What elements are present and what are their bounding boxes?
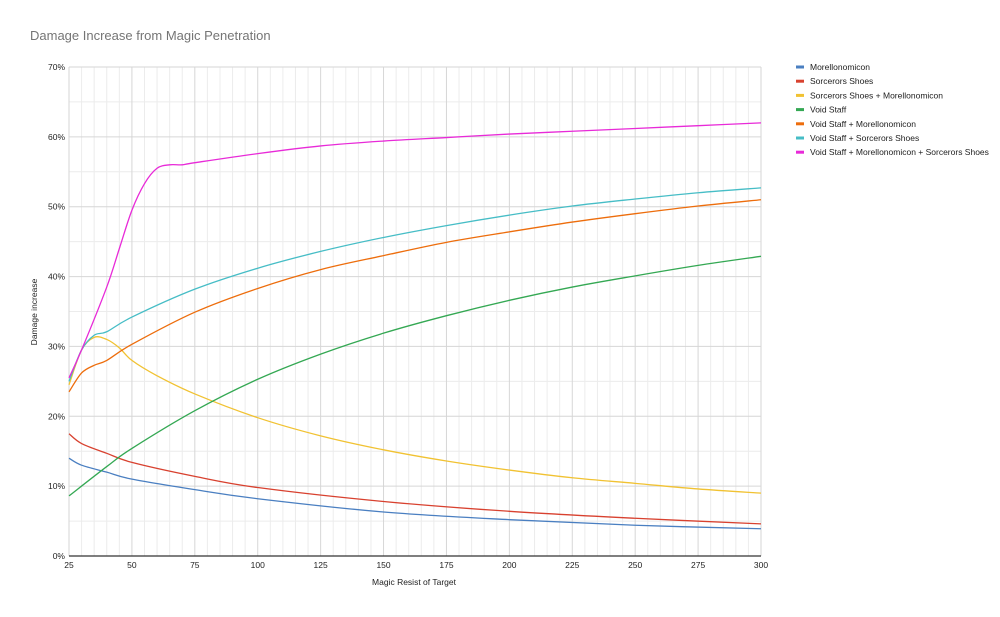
x-tick-label: 150 bbox=[376, 560, 390, 570]
series-line-void-staff-morellonomicon bbox=[68, 199, 762, 393]
legend-swatch-void-staff-morellonomicon-sorcerors-shoes bbox=[796, 150, 804, 154]
x-tick-label: 25 bbox=[64, 560, 74, 570]
series-line-void-staff-morellonomicon-sorcerors-shoes bbox=[68, 122, 762, 379]
y-tick-label: 50% bbox=[48, 202, 65, 212]
legend-swatch-sorcerors-shoes-morellonomicon bbox=[796, 93, 804, 97]
x-tick-label: 225 bbox=[565, 560, 579, 570]
legend-label-void-staff-morellonomicon: Void Staff + Morellonomicon bbox=[810, 119, 916, 129]
x-tick-label: 300 bbox=[754, 560, 768, 570]
legend-label-void-staff-sorcerors-shoes: Void Staff + Sorcerors Shoes bbox=[810, 133, 919, 143]
y-tick-label: 20% bbox=[48, 411, 65, 421]
x-tick-label: 50 bbox=[127, 560, 137, 570]
series-line-sorcerors-shoes-morellonomicon bbox=[68, 336, 762, 494]
x-tick-label: 75 bbox=[190, 560, 200, 570]
x-tick-label: 125 bbox=[314, 560, 328, 570]
x-tick-label: 275 bbox=[691, 560, 705, 570]
legend-label-void-staff-morellonomicon-sorcerors-shoes: Void Staff + Morellonomicon + Sorcerors … bbox=[810, 147, 989, 157]
chart-title: Damage Increase from Magic Penetration bbox=[30, 28, 271, 43]
y-tick-label: 0% bbox=[53, 551, 66, 561]
series-line-void-staff bbox=[68, 255, 762, 497]
series-line-morellonomicon bbox=[68, 457, 762, 530]
legend-label-morellonomicon: Morellonomicon bbox=[810, 62, 870, 72]
y-tick-label: 30% bbox=[48, 341, 65, 351]
major-gridlines bbox=[68, 66, 762, 557]
minor-gridlines bbox=[69, 67, 761, 556]
x-tick-label: 100 bbox=[251, 560, 265, 570]
y-tick-label: 40% bbox=[48, 272, 65, 282]
legend-swatch-sorcerors-shoes bbox=[796, 79, 804, 83]
legend-label-void-staff: Void Staff bbox=[810, 105, 847, 115]
y-tick-label: 60% bbox=[48, 132, 65, 142]
legend-swatch-morellonomicon bbox=[796, 65, 804, 69]
x-axis-label: Magic Resist of Target bbox=[372, 577, 457, 587]
legend-swatch-void-staff-morellonomicon bbox=[796, 122, 804, 126]
data-series bbox=[68, 122, 762, 530]
y-tick-label: 10% bbox=[48, 481, 65, 491]
x-tick-label: 200 bbox=[502, 560, 516, 570]
y-axis-label: Damage increase bbox=[29, 278, 39, 345]
y-tick-label: 70% bbox=[48, 62, 65, 72]
y-tick-labels: 0% 10% 20% 30% 40% 50% 60% 70% bbox=[48, 62, 65, 561]
series-line-sorcerors-shoes bbox=[68, 433, 762, 525]
x-tick-labels: 25 50 75 100 125 150 175 200 225 250 275 300 bbox=[64, 560, 768, 570]
legend-label-sorcerors-shoes-morellonomicon: Sorcerors Shoes + Morellonomicon bbox=[810, 90, 943, 100]
legend-swatch-void-staff-sorcerors-shoes bbox=[796, 136, 804, 140]
x-tick-label: 250 bbox=[628, 560, 642, 570]
legend: Morellonomicon Sorcerors Shoes Sorcerors S… bbox=[796, 62, 989, 157]
legend-swatch-void-staff bbox=[796, 108, 804, 112]
legend-label-sorcerors-shoes: Sorcerors Shoes bbox=[810, 76, 873, 86]
x-tick-label: 175 bbox=[439, 560, 453, 570]
series-line-void-staff-sorcerors-shoes bbox=[68, 187, 762, 382]
